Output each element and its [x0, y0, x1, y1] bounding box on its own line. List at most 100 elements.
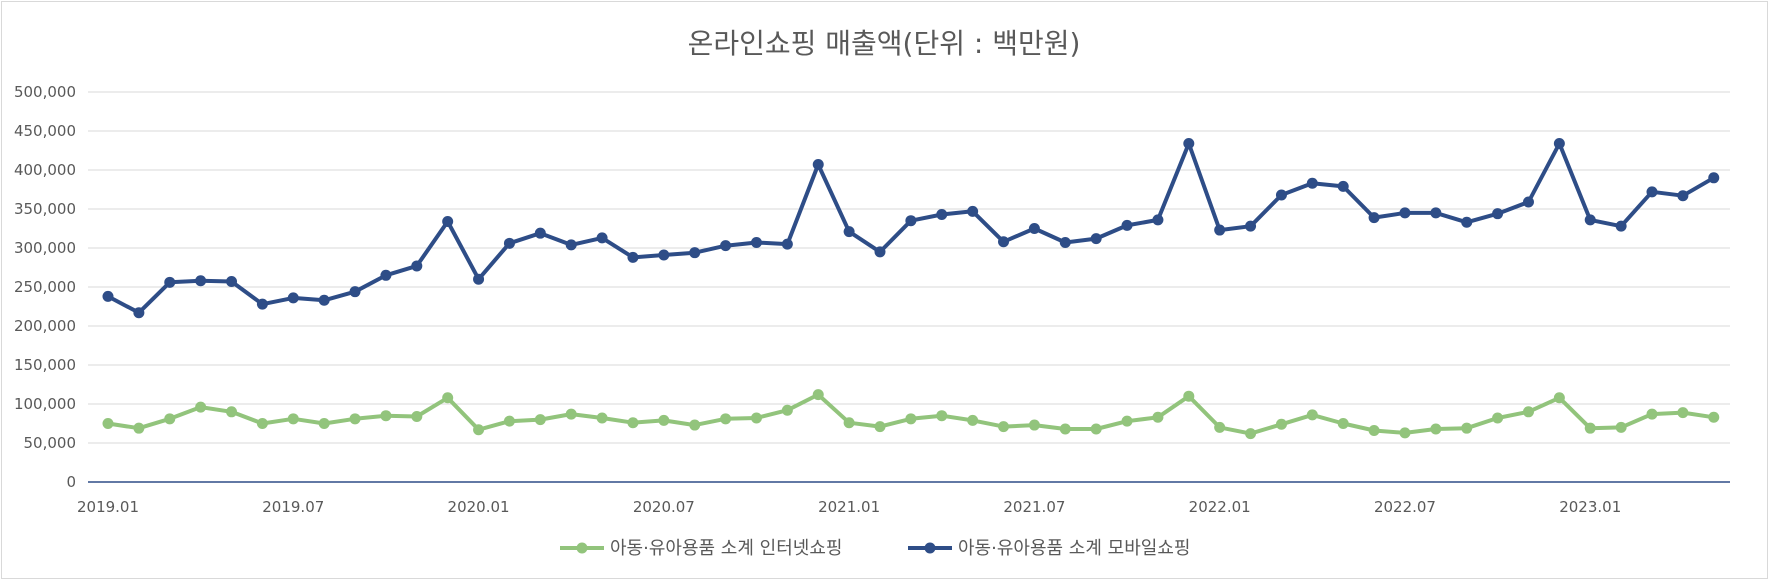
data-point [843, 417, 855, 429]
data-point [503, 415, 515, 427]
data-point [689, 419, 701, 431]
data-point [287, 292, 299, 304]
y-tick-label: 400,000 [14, 161, 76, 179]
data-point [1245, 428, 1257, 440]
legend: 아동·유아용품 소계 인터넷쇼핑 아동·유아용품 소계 모바일쇼핑 [560, 538, 1190, 559]
x-tick-label: 2021.07 [1003, 498, 1065, 516]
x-tick-label: 2020.07 [633, 498, 695, 516]
data-point [1183, 390, 1195, 402]
series-1 [102, 389, 1720, 440]
data-point [1646, 186, 1658, 198]
data-point [720, 240, 732, 252]
y-tick-label: 50,000 [24, 434, 77, 452]
y-tick-label: 0 [66, 473, 76, 491]
x-tick-label: 2022.01 [1189, 498, 1251, 516]
data-point [812, 389, 824, 401]
data-point [226, 406, 238, 418]
data-point [1584, 214, 1596, 226]
y-tick-label: 300,000 [14, 239, 76, 257]
data-point [1214, 421, 1226, 433]
data-point [1492, 412, 1504, 424]
data-point [473, 273, 485, 285]
data-point [1059, 423, 1071, 435]
data-point [936, 410, 948, 422]
data-point [1461, 422, 1473, 434]
data-point [596, 232, 608, 244]
data-point [1245, 220, 1257, 232]
x-tick-label: 2019.01 [77, 498, 139, 516]
y-tick-label: 500,000 [14, 83, 76, 101]
legend-swatch-marker [924, 542, 936, 554]
data-point [1306, 177, 1318, 189]
data-point [1121, 219, 1133, 231]
data-point [349, 413, 361, 425]
data-point [1522, 196, 1534, 208]
data-point [936, 208, 948, 220]
data-point [1152, 214, 1164, 226]
data-point [1430, 207, 1442, 219]
data-point [1028, 223, 1040, 234]
data-point [1708, 411, 1720, 423]
data-point [658, 414, 670, 426]
x-tick-label: 2023.01 [1559, 498, 1621, 516]
data-point [1553, 392, 1565, 404]
data-point [1368, 212, 1380, 224]
data-point [1090, 423, 1102, 435]
data-point [195, 401, 207, 413]
data-point [998, 236, 1010, 248]
data-point [133, 307, 145, 319]
data-point [380, 410, 392, 422]
data-point [133, 422, 145, 434]
y-tick-label: 450,000 [14, 122, 76, 140]
data-point [1708, 172, 1720, 184]
gridlines [88, 91, 1730, 444]
data-point [411, 260, 423, 272]
data-point [1183, 137, 1195, 149]
data-point [905, 215, 917, 227]
data-point [1337, 180, 1349, 192]
data-point [1090, 233, 1102, 245]
data-point [1214, 224, 1226, 236]
series-layer [102, 137, 1720, 440]
data-point [503, 237, 515, 249]
data-point [195, 275, 207, 287]
data-point [1275, 189, 1287, 201]
data-point [874, 246, 886, 258]
y-axis-ticks: 0 50,000 100,000 150,000 200,000 250,000 300,0… [14, 83, 76, 491]
data-point [1492, 208, 1504, 220]
legend-swatch-marker [576, 542, 588, 554]
data-point [256, 298, 268, 310]
data-point [689, 247, 701, 259]
data-point [1306, 409, 1318, 421]
data-point [318, 418, 330, 429]
data-point [1337, 418, 1349, 429]
x-axis-ticks: 2019.01 2019.07 2020.01 2020.07 2021.01 2021.… [77, 498, 1621, 516]
y-tick-label: 100,000 [14, 395, 76, 413]
data-point [1368, 425, 1380, 437]
data-point [1059, 237, 1071, 249]
data-point [226, 276, 238, 288]
data-point [349, 286, 361, 298]
data-point [473, 424, 485, 436]
data-point [967, 205, 979, 217]
data-point [1677, 190, 1689, 202]
data-point [1461, 216, 1473, 228]
x-tick-label: 2022.07 [1374, 498, 1436, 516]
data-point [1430, 423, 1442, 435]
data-point [102, 418, 114, 429]
data-point [534, 227, 546, 239]
data-point [565, 239, 577, 251]
data-point [1677, 407, 1689, 419]
data-point [256, 418, 268, 429]
data-point [658, 249, 670, 261]
data-point [905, 413, 917, 425]
data-point [380, 269, 392, 281]
data-point [812, 159, 824, 171]
chart-title: 온라인쇼핑 매출액(단위 : 백만원) [688, 27, 1081, 60]
data-point [411, 410, 423, 422]
data-point [287, 413, 299, 425]
data-point [1584, 422, 1596, 434]
data-point [750, 237, 762, 249]
x-tick-label: 2021.01 [818, 498, 880, 516]
data-point [1399, 207, 1411, 219]
